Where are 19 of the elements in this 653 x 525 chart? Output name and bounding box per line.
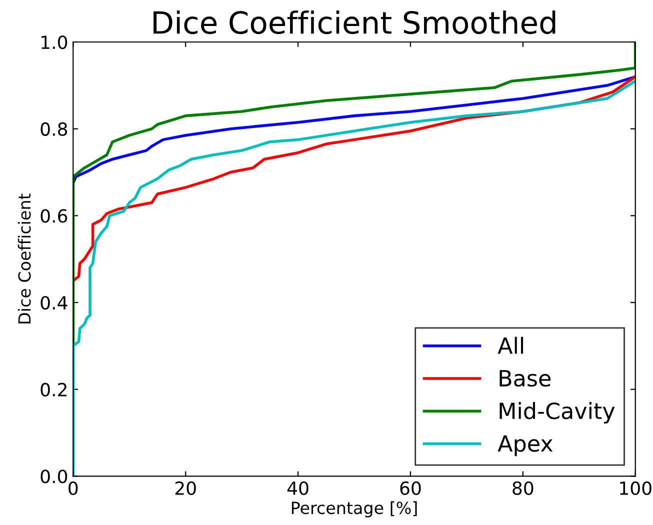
x-axis-title: Percentage [%] — [292, 501, 417, 518]
x-tick-label: 20 — [175, 481, 196, 496]
y-tick-label: 0.6 — [40, 209, 68, 223]
y-tick-label: 0.8 — [40, 122, 68, 136]
chart-title: Dice Coefficient Smoothed — [154, 10, 556, 34]
legend-label: All — [498, 336, 524, 354]
legend-label: Base — [500, 370, 550, 387]
legend-label: Apex — [498, 435, 553, 456]
x-tick-label: 0 — [68, 481, 78, 496]
y-tick-label: 1.0 — [42, 35, 68, 50]
y-tick-label: 0.2 — [40, 382, 66, 396]
x-tick-label: 60 — [400, 481, 421, 496]
y-axis-title: Dice Coefficient — [18, 194, 31, 324]
x-tick-label: 40 — [287, 481, 308, 496]
y-tick-label: 0.4 — [40, 296, 68, 310]
x-tick-label: 80 — [512, 481, 534, 496]
x-tick-label: 100 — [620, 481, 652, 496]
y-tick-label: 0.0 — [40, 470, 68, 484]
legend-label: Mid-Cavity — [500, 402, 615, 424]
